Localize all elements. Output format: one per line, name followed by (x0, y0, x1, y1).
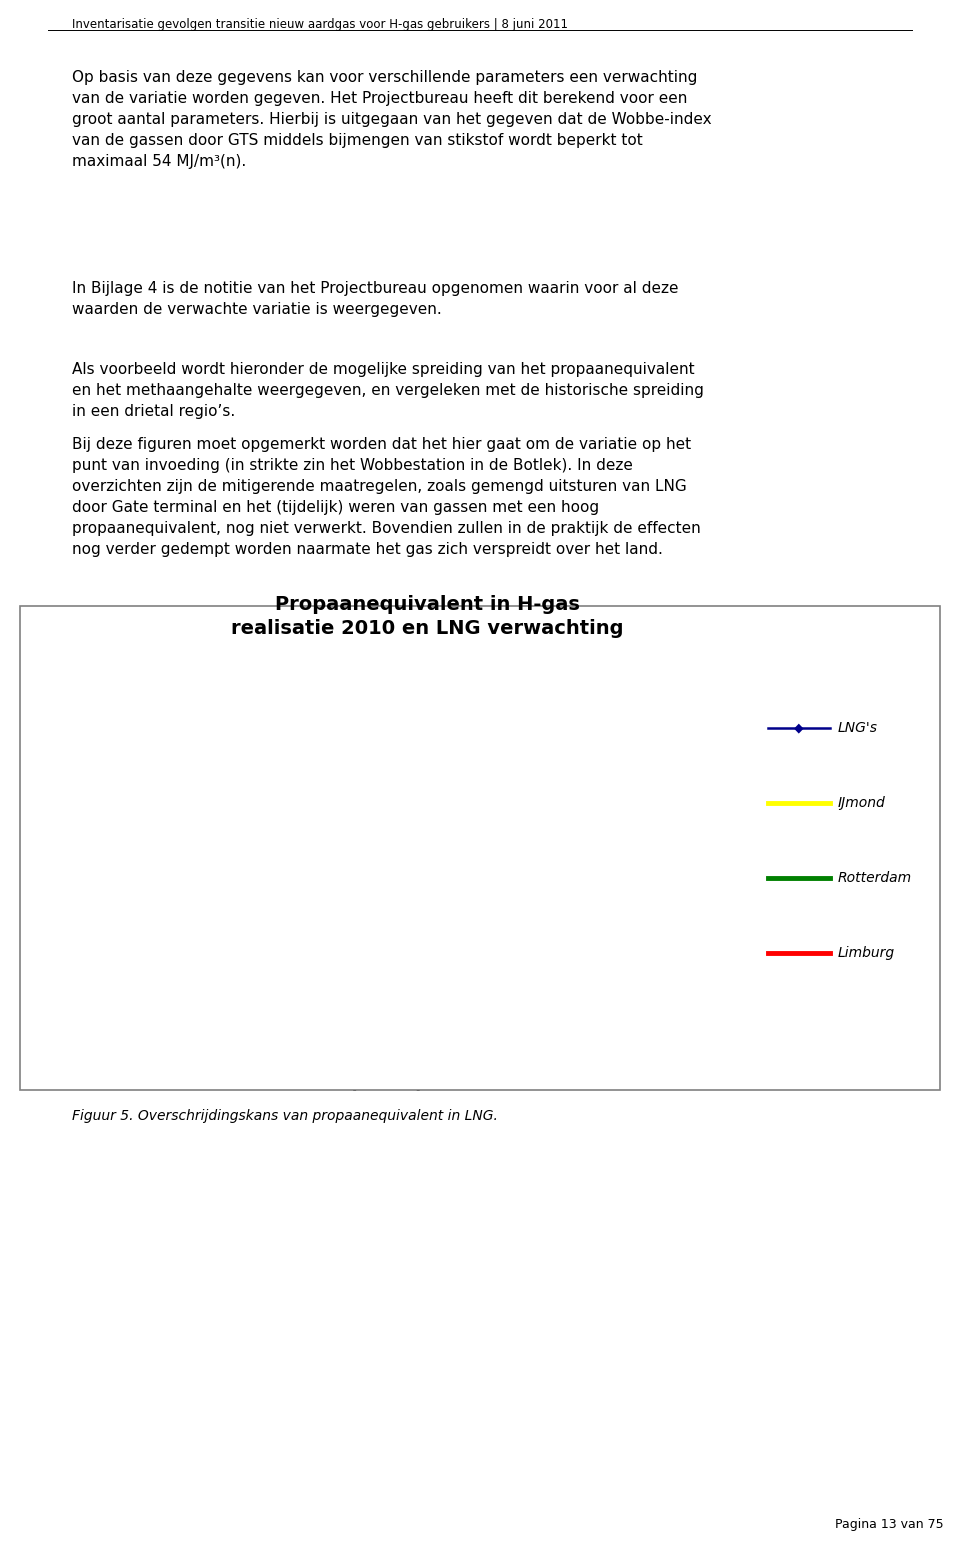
Text: Limburg: Limburg (838, 947, 896, 959)
Text: Figuur 5. Overschrijdingskans van propaanequivalent in LNG.: Figuur 5. Overschrijdingskans van propaa… (72, 1109, 498, 1123)
Text: In Bijlage 4 is de notitie van het Projectbureau opgenomen waarin voor al deze
w: In Bijlage 4 is de notitie van het Proje… (72, 281, 679, 317)
Text: Als voorbeeld wordt hieronder de mogelijke spreiding van het propaanequivalent
e: Als voorbeeld wordt hieronder de mogelij… (72, 362, 704, 419)
Text: Propaanequivalent in H-gas
realisatie 2010 en LNG verwachting: Propaanequivalent in H-gas realisatie 20… (231, 595, 623, 637)
Text: Inventarisatie gevolgen transitie nieuw aardgas voor H-gas gebruikers | 8 juni 2: Inventarisatie gevolgen transitie nieuw … (72, 19, 568, 31)
Y-axis label: overchrijdingskans: overchrijdingskans (36, 790, 51, 928)
Text: Pagina 13 van 75: Pagina 13 van 75 (835, 1518, 944, 1531)
Text: IJmond: IJmond (838, 797, 886, 809)
Text: Rotterdam: Rotterdam (838, 872, 912, 884)
Text: Bij deze figuren moet opgemerkt worden dat het hier gaat om de variatie op het
p: Bij deze figuren moet opgemerkt worden d… (72, 437, 701, 558)
Text: ◆: ◆ (794, 722, 804, 734)
Text: Op basis van deze gegevens kan voor verschillende parameters een verwachting
van: Op basis van deze gegevens kan voor vers… (72, 70, 711, 169)
X-axis label: Propaanequivalent (%): Propaanequivalent (%) (320, 1073, 535, 1090)
Text: LNG's: LNG's (838, 722, 878, 734)
